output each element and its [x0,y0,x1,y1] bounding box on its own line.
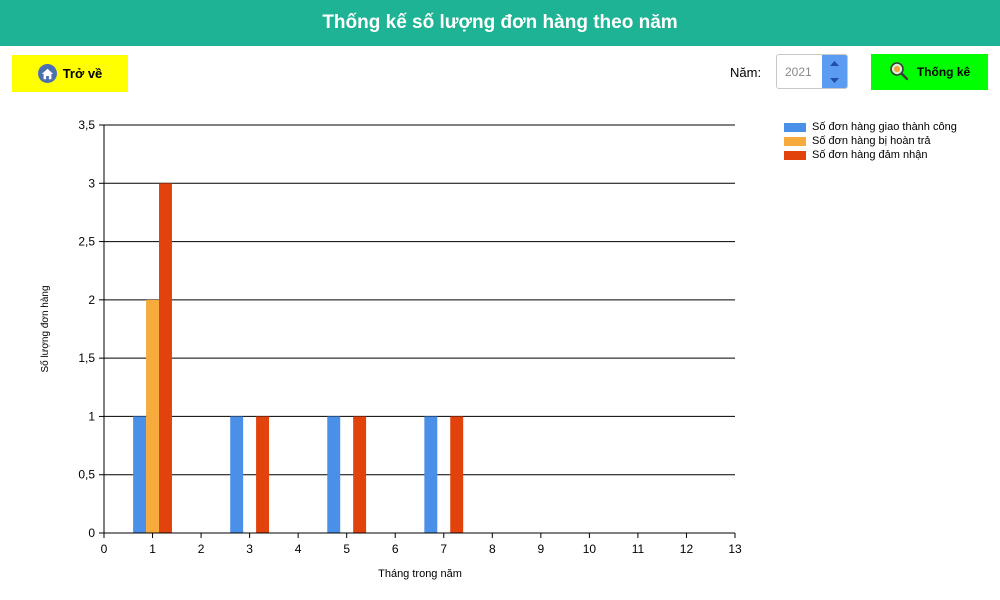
bar [146,299,160,533]
search-icon [889,61,909,84]
bar [450,416,464,533]
y-tick-label: 0,5 [78,468,95,482]
legend-item: Số đơn hàng giao thành công [784,120,957,134]
y-tick-label: 1,5 [78,351,95,365]
bar [353,416,367,533]
grid-lines [104,124,735,534]
axes [99,124,736,538]
x-tick-label: 4 [295,542,302,556]
bar [256,416,270,533]
bar [133,416,147,533]
y-tick-label: 0 [88,526,95,540]
legend-item: Số đơn hàng đảm nhận [784,148,957,162]
legend-label: Số đơn hàng bị hoàn trả [812,135,931,147]
bar [159,183,172,534]
y-tick-label: 1 [88,409,95,423]
y-tick-label: 3,5 [78,118,95,132]
bars [133,183,464,534]
x-tick-label: 7 [440,542,447,556]
bar [327,416,341,533]
year-spinner[interactable] [776,54,848,89]
stat-button[interactable]: Thống kê [871,54,988,90]
legend-swatch [784,122,806,132]
y-tick-labels: 0 0,5 1 1,5 2 2,5 3 3,5 [78,118,95,540]
chart-legend: Số đơn hàng giao thành công Số đơn hàng … [784,120,957,162]
home-icon [37,64,57,83]
year-label: Năm: [730,65,762,80]
x-tick-label: 0 [101,542,108,556]
y-tick-label: 3 [88,176,95,190]
x-tick-label: 13 [728,542,742,556]
chevron-down-icon[interactable] [822,72,847,88]
page-title: Thống kế số lượng đơn hàng theo năm [0,0,1000,46]
bar [424,416,438,533]
stat-button-label: Thống kê [916,65,971,79]
x-tick-label: 3 [246,542,253,556]
x-tick-label: 8 [489,542,496,556]
x-tick-label: 2 [198,542,205,556]
legend-label: Số đơn hàng đảm nhận [812,149,928,161]
x-tick-label: 9 [538,542,545,556]
x-axis-title: Tháng trong năm [378,568,462,580]
chevron-up-icon[interactable] [822,55,847,71]
x-tick-label: 5 [343,542,350,556]
back-button-label: Trở về [62,66,103,81]
x-tick-labels: 0 1 2 3 4 5 6 7 8 9 10 11 12 13 [101,542,742,556]
bar [230,416,244,533]
legend-swatch [784,150,806,160]
y-axis-title: Số lượng đơn hàng [39,285,51,372]
year-input[interactable] [777,55,821,88]
legend-item: Số đơn hàng bị hoàn trả [784,134,957,148]
year-spinner-buttons [822,55,847,88]
x-tick-label: 11 [632,542,645,556]
y-tick-label: 2,5 [78,235,95,249]
x-tick-label: 6 [392,542,399,556]
legend-label: Số đơn hàng giao thành công [812,121,957,133]
legend-swatch [784,136,806,146]
y-tick-label: 2 [88,293,95,307]
x-tick-label: 12 [680,542,694,556]
back-button[interactable]: Trở về [12,55,128,92]
x-tick-label: 10 [583,542,597,556]
x-tick-label: 1 [149,542,156,556]
